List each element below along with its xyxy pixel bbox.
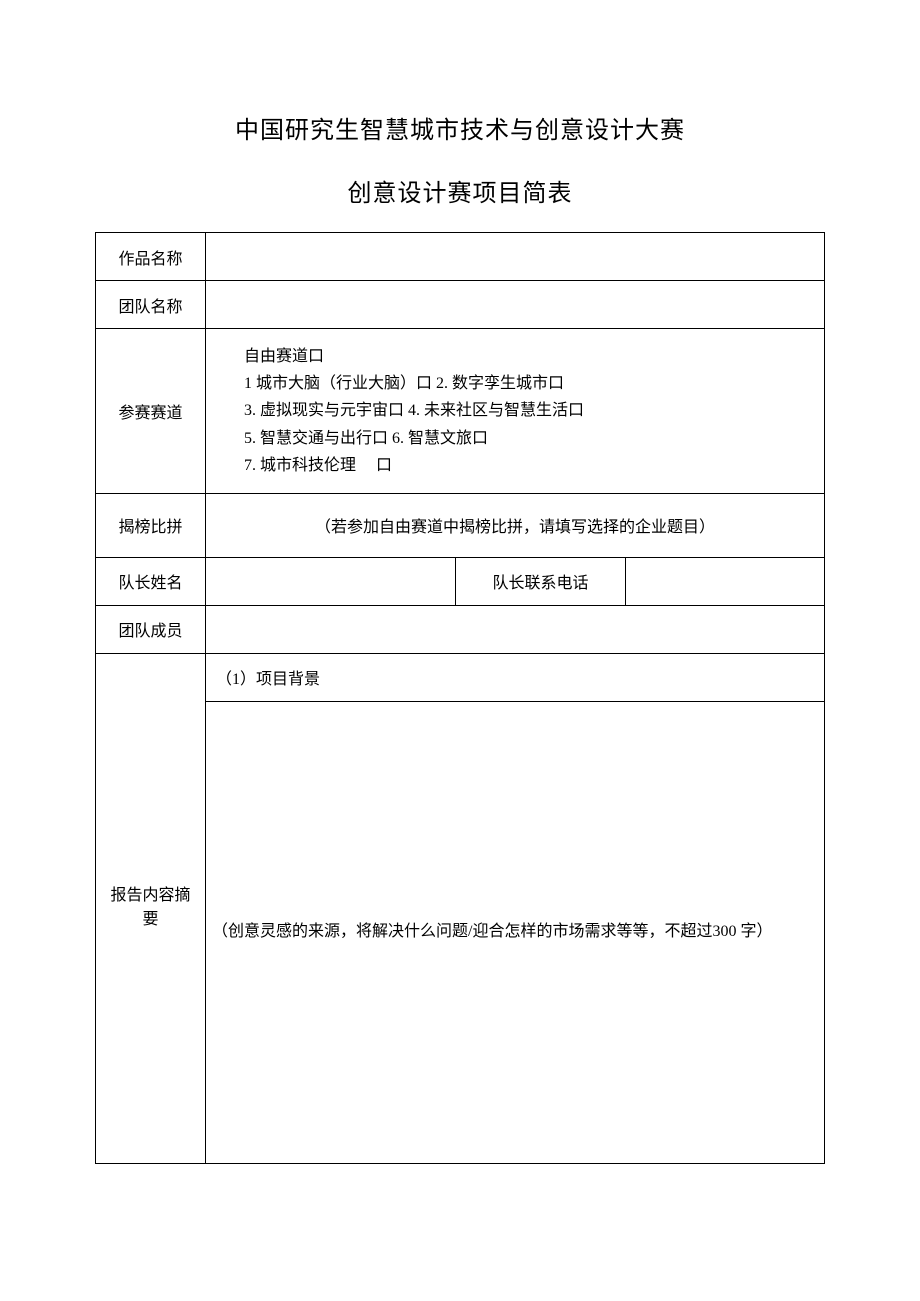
- challenge-hint[interactable]: （若参加自由赛道中揭榜比拼，请填写选择的企业题目）: [206, 493, 825, 557]
- track-option-free[interactable]: 自由赛道口: [244, 343, 824, 370]
- label-leader-phone: 队长联系电话: [456, 557, 626, 605]
- label-track: 参赛赛道: [96, 329, 206, 494]
- track-option-row2[interactable]: 3. 虚拟现实与元宇宙口 4. 未来社区与智慧生活口: [244, 397, 824, 424]
- label-challenge: 揭榜比拼: [96, 493, 206, 557]
- page-title-2: 创意设计赛项目简表: [95, 173, 825, 208]
- input-work-name[interactable]: [206, 233, 825, 281]
- input-members[interactable]: [206, 605, 825, 653]
- background-header: （1）项目背景: [206, 653, 825, 701]
- page-title-1: 中国研究生智慧城市技术与创意设计大赛: [95, 110, 825, 145]
- input-team-name[interactable]: [206, 281, 825, 329]
- track-option-row1[interactable]: 1 城市大脑（行业大脑）口 2. 数字孪生城市口: [244, 370, 824, 397]
- form-table: 作品名称 团队名称 参赛赛道 自由赛道口 1 城市大脑（行业大脑）口 2. 数字…: [95, 232, 825, 1164]
- label-members: 团队成员: [96, 605, 206, 653]
- track-options-cell[interactable]: 自由赛道口 1 城市大脑（行业大脑）口 2. 数字孪生城市口 3. 虚拟现实与元…: [206, 329, 825, 494]
- label-team-name: 团队名称: [96, 281, 206, 329]
- input-leader-phone[interactable]: [626, 557, 825, 605]
- background-content[interactable]: （创意灵感的来源，将解决什么问题/迎合怎样的市场需求等等，不超过300 字）: [206, 701, 825, 1163]
- label-leader-name: 队长姓名: [96, 557, 206, 605]
- track-option-row3[interactable]: 5. 智慧交通与出行口 6. 智慧文旅口: [244, 425, 824, 452]
- label-summary: 报告内容摘要: [96, 653, 206, 1163]
- input-leader-name[interactable]: [206, 557, 456, 605]
- label-work-name: 作品名称: [96, 233, 206, 281]
- track-option-row4[interactable]: 7. 城市科技伦理 口: [244, 452, 824, 479]
